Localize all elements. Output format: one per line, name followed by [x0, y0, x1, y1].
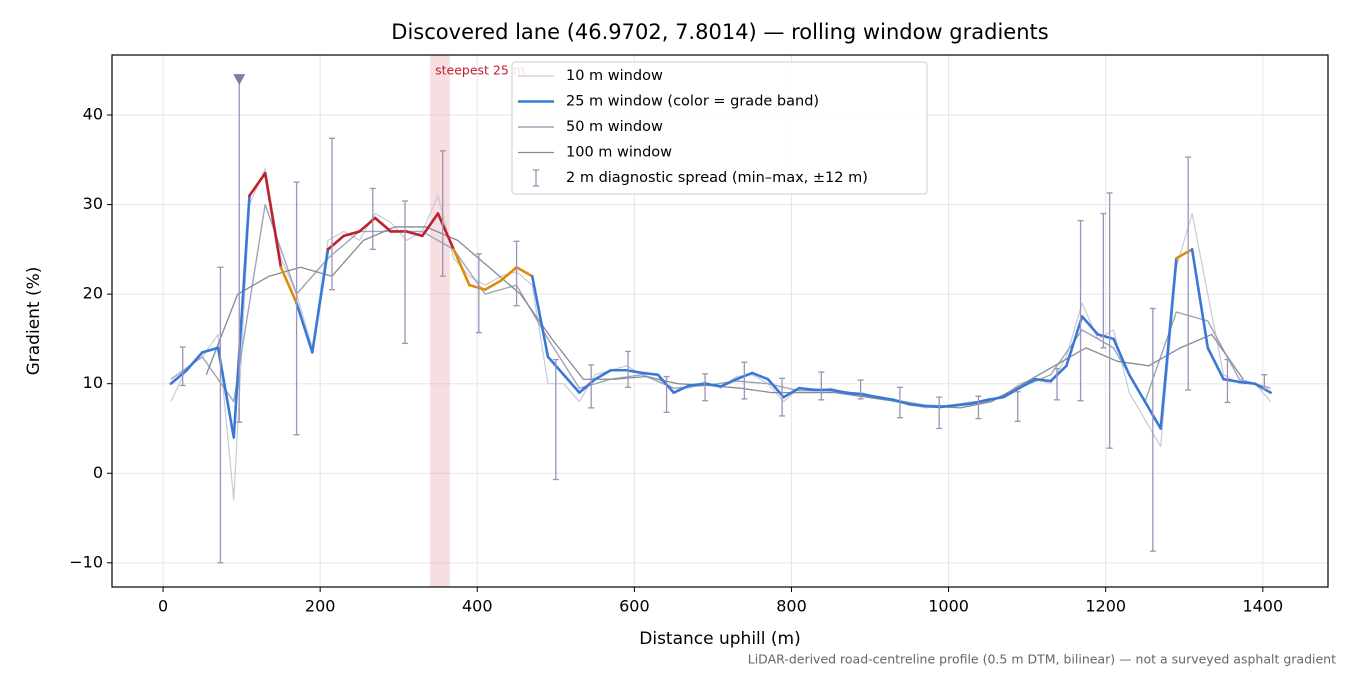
- band-segment: [1222, 377, 1241, 384]
- band-segment: [1206, 346, 1225, 381]
- series-line: [170, 168, 1272, 501]
- legend-label: 25 m window (color = grade band): [566, 94, 819, 110]
- band-segment: [279, 265, 298, 305]
- band-segment: [1033, 377, 1053, 383]
- band-segment: [923, 404, 943, 409]
- band-segment: [295, 301, 314, 354]
- band-segment: [672, 384, 691, 394]
- band-segment: [201, 346, 220, 354]
- band-segment: [829, 388, 848, 394]
- band-segment: [468, 283, 487, 291]
- y-tick-label: −10: [69, 552, 103, 571]
- band-segment: [1190, 248, 1210, 350]
- band-segment: [562, 373, 581, 394]
- band-segment: [578, 377, 597, 394]
- clip-marker: [233, 74, 246, 86]
- band-segment: [955, 402, 974, 407]
- series-line: [205, 226, 1244, 409]
- plot-frame: [111, 54, 1329, 588]
- band-segment: [908, 402, 927, 408]
- band-segment: [1112, 337, 1131, 377]
- band-segment: [1002, 386, 1021, 399]
- x-axis-label: Distance uphill (m): [639, 629, 800, 649]
- band-segment: [405, 230, 424, 238]
- y-tick-label: 20: [83, 284, 103, 303]
- y-axis-label: Gradient (%): [24, 267, 44, 376]
- band-segment: [530, 274, 550, 359]
- band-segment: [1175, 248, 1194, 260]
- band-segment: [452, 248, 471, 287]
- x-tick-label: 1000: [928, 597, 969, 616]
- steepest-label: steepest 25 m: [435, 63, 525, 78]
- x-tick-label: 800: [776, 597, 807, 616]
- band-segment: [1049, 364, 1068, 383]
- x-tick-label: 1400: [1242, 597, 1283, 616]
- band-segment: [1237, 380, 1257, 385]
- y-tick-label: 30: [83, 194, 103, 213]
- band-segment: [342, 230, 361, 238]
- band-segment: [1065, 315, 1084, 368]
- band-segment: [515, 265, 534, 278]
- y-tick-label: 10: [83, 373, 103, 392]
- band-segment: [169, 368, 188, 385]
- band-segment: [750, 371, 770, 381]
- band-segment: [1080, 315, 1100, 336]
- x-tick-label: 1200: [1085, 597, 1126, 616]
- band-segment: [766, 377, 785, 399]
- band-segment: [782, 386, 801, 399]
- band-segment: [640, 371, 660, 377]
- band-segment: [593, 368, 613, 381]
- band-segment: [876, 395, 895, 402]
- band-segment: [499, 265, 518, 282]
- y-tick-label: 40: [83, 105, 103, 124]
- band-segment: [703, 382, 723, 388]
- chart-title: Discovered lane (46.9702, 7.8014) — roll…: [391, 20, 1048, 44]
- band-segment: [719, 377, 738, 388]
- band-segment: [986, 395, 1005, 402]
- overlay: 10 m window 25 m window (color = grade ba…: [511, 61, 928, 195]
- band-segment: [939, 403, 958, 409]
- band-segment: [892, 398, 911, 406]
- band-segment: [1127, 373, 1147, 403]
- legend-label: 50 m window: [566, 119, 663, 135]
- steepest-band: [430, 55, 450, 587]
- x-tick-label: 200: [305, 597, 336, 616]
- footnote: LiDAR-derived road-centreline profile (0…: [748, 652, 1336, 667]
- band-segment: [798, 386, 817, 392]
- x-tick-label: 0: [158, 597, 168, 616]
- legend-label: 2 m diagnostic spread (min–max, ±12 m): [566, 170, 868, 186]
- band-segment: [185, 351, 204, 372]
- band-segment: [373, 216, 393, 233]
- band-segment: [625, 368, 644, 375]
- band-segment: [436, 212, 456, 251]
- band-segment: [263, 171, 283, 269]
- band-segment: [970, 398, 990, 405]
- band-segment: [1096, 333, 1115, 341]
- series-line: [170, 203, 1271, 407]
- band-segment: [232, 194, 251, 439]
- band-segment: [248, 171, 267, 197]
- legend-label: 100 m window: [566, 145, 672, 161]
- band-segment: [688, 382, 707, 387]
- band-segment: [656, 373, 675, 394]
- x-tick-label: 400: [462, 597, 493, 616]
- band-segment: [860, 393, 880, 399]
- legend-label: 10 m window: [566, 68, 663, 84]
- x-tick-label: 600: [619, 597, 650, 616]
- band-segment: [311, 248, 330, 354]
- band-segment: [1017, 377, 1037, 390]
- y-tick-label: 0: [93, 463, 103, 482]
- band-segment: [845, 391, 864, 396]
- band-segment: [326, 234, 346, 251]
- band-segment: [1253, 382, 1272, 394]
- legend: [511, 61, 928, 195]
- band-segment: [483, 279, 503, 291]
- band-segment: [1159, 257, 1178, 430]
- band-segment: [420, 212, 440, 238]
